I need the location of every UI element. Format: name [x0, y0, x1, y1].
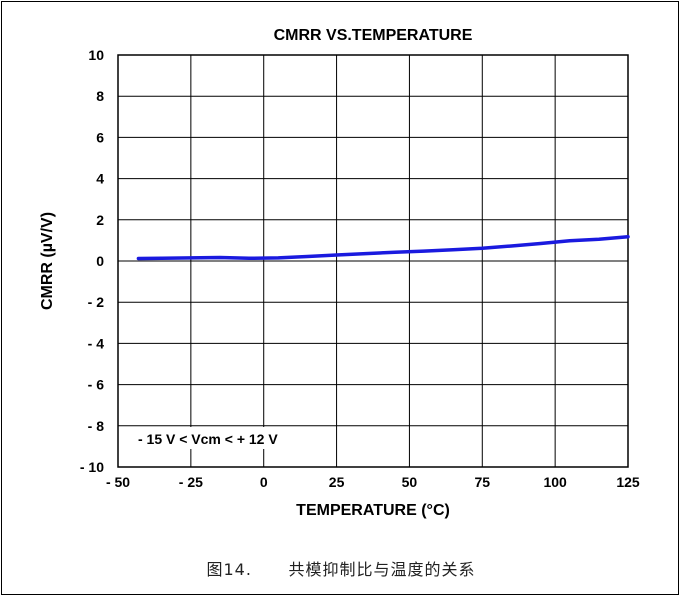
figure-caption-text: 共模抑制比与温度的关系 [288, 560, 476, 579]
chart-title: CMRR VS.TEMPERATURE [274, 27, 473, 44]
y-tick-label-5: 0 [96, 253, 104, 269]
series-line-0 [136, 234, 630, 261]
x-tick-labels: - 50 - 25 0 25 50 75 100 125 [106, 474, 640, 490]
y-tick-label-4: 2 [96, 212, 104, 228]
y-tick-label-10: - 10 [80, 459, 104, 475]
figure-caption: 图14. 共模抑制比与温度的关系 [0, 556, 682, 580]
y-axis-label: CMRR (µV/V) [39, 212, 56, 310]
y-tick-label-1: 8 [96, 88, 104, 104]
plot-area-border [117, 54, 629, 468]
y-tick-labels: 10 8 6 4 2 0 - 2 - 4 - 6 - 8 - 10 [80, 47, 104, 475]
y-tick-label-8: - 6 [88, 377, 105, 393]
gridlines [117, 54, 629, 468]
x-tick-label-6: 100 [543, 474, 567, 490]
y-tick-label-3: 4 [96, 171, 104, 187]
x-tick-label-5: 75 [474, 474, 490, 490]
annotation-background [130, 427, 308, 449]
series-lines [136, 234, 630, 261]
x-tick-label-2: 0 [260, 474, 268, 490]
x-tick-label-3: 25 [329, 474, 345, 490]
x-tick-label-4: 50 [402, 474, 418, 490]
y-tick-label-0: 10 [88, 47, 104, 63]
y-tick-label-6: - 2 [88, 294, 105, 310]
cmrr-vs-temperature-chart: CMRR VS.TEMPERATURE 10 8 6 4 2 0 - 2 - 4 - 6 - 8 -… [39, 27, 640, 519]
x-tick-label-7: 125 [616, 474, 640, 490]
y-tick-label-9: - 8 [88, 418, 105, 434]
x-tick-label-0: - 50 [106, 474, 130, 490]
figure-number: 图14. [206, 560, 252, 579]
x-tick-label-1: - 25 [179, 474, 203, 490]
y-tick-label-7: - 4 [88, 335, 105, 351]
annotation-label: - 15 V < Vcm < + 12 V [138, 431, 278, 447]
y-tick-label-2: 6 [96, 129, 104, 145]
x-axis-label: TEMPERATURE (°C) [296, 502, 450, 519]
